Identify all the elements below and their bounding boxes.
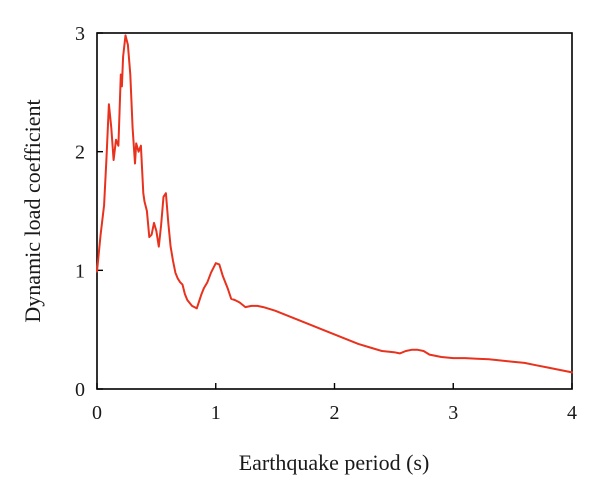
x-tick-label: 0 <box>92 402 102 424</box>
axis-ticks: 0 1 2 3 4 0 1 2 3 <box>75 23 577 424</box>
y-tick-label: 3 <box>75 23 85 45</box>
series-line <box>96 34 573 374</box>
x-tick-label: 1 <box>211 402 221 424</box>
y-tick-label: 1 <box>75 260 85 282</box>
x-tick-label: 2 <box>330 402 340 424</box>
x-axis-label: Earthquake period (s) <box>239 450 430 475</box>
y-tick-label: 0 <box>75 379 85 401</box>
x-tick-label: 4 <box>567 402 577 424</box>
series-layer <box>96 34 573 374</box>
x-tick-label: 3 <box>448 402 458 424</box>
y-tick-label: 2 <box>75 142 85 164</box>
y-axis-label: Dynamic load coefficient <box>20 99 45 322</box>
